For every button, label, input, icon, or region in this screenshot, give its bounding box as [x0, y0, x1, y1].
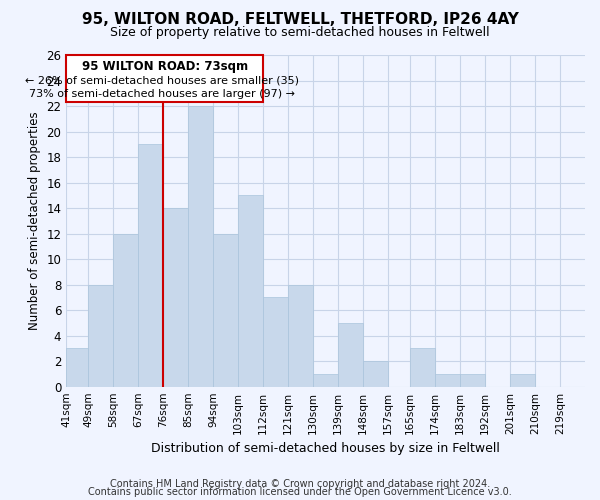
- Text: Size of property relative to semi-detached houses in Feltwell: Size of property relative to semi-detach…: [110, 26, 490, 39]
- Text: ← 26% of semi-detached houses are smaller (35): ← 26% of semi-detached houses are smalle…: [25, 76, 299, 86]
- Text: Contains HM Land Registry data © Crown copyright and database right 2024.: Contains HM Land Registry data © Crown c…: [110, 479, 490, 489]
- Bar: [238, 196, 263, 386]
- Bar: [510, 374, 535, 386]
- Bar: [188, 106, 213, 386]
- Y-axis label: Number of semi-detached properties: Number of semi-detached properties: [28, 112, 41, 330]
- Text: 95 WILTON ROAD: 73sqm: 95 WILTON ROAD: 73sqm: [82, 60, 248, 73]
- Bar: [460, 374, 485, 386]
- Text: 73% of semi-detached houses are larger (97) →: 73% of semi-detached houses are larger (…: [29, 90, 295, 100]
- Bar: [263, 298, 288, 386]
- Bar: [163, 208, 188, 386]
- Text: 95, WILTON ROAD, FELTWELL, THETFORD, IP26 4AY: 95, WILTON ROAD, FELTWELL, THETFORD, IP2…: [82, 12, 518, 28]
- Bar: [66, 55, 263, 102]
- X-axis label: Distribution of semi-detached houses by size in Feltwell: Distribution of semi-detached houses by …: [151, 442, 500, 455]
- Bar: [113, 234, 139, 386]
- Bar: [66, 348, 88, 387]
- Bar: [213, 234, 238, 386]
- Bar: [338, 323, 363, 386]
- Bar: [288, 284, 313, 386]
- Bar: [410, 348, 435, 387]
- Bar: [313, 374, 338, 386]
- Bar: [88, 284, 113, 386]
- Bar: [139, 144, 163, 386]
- Bar: [363, 361, 388, 386]
- Text: Contains public sector information licensed under the Open Government Licence v3: Contains public sector information licen…: [88, 487, 512, 497]
- Bar: [435, 374, 460, 386]
